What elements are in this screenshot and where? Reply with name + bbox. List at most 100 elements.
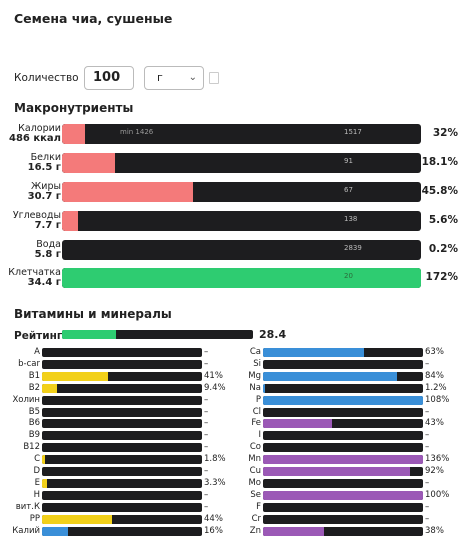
macro-bar: min 1426 1517 (62, 124, 421, 144)
nutrient-row: Cu 92% (0, 466, 474, 477)
macro-fill (62, 268, 421, 288)
macro-row: Белки 16.5 г 91 18.1% (0, 153, 474, 175)
nutrient-row: Na 1.2% (0, 383, 474, 394)
nutrient-name: Na (249, 382, 261, 393)
rating-fill (62, 330, 116, 339)
nutrient-row: P 108% (0, 395, 474, 406)
macro-percent: 5.6% (428, 214, 458, 226)
nutrient-row: Co – (0, 442, 474, 453)
nutrient-value: – (204, 430, 209, 441)
macro-max-label: 1517 (344, 128, 362, 136)
macro-name: Белки (30, 152, 61, 163)
nutrient-bar (263, 407, 423, 417)
nutrient-value: 1.2% (425, 382, 447, 393)
nutrient-name: Холин (12, 394, 40, 405)
nutrient-fill (263, 419, 332, 429)
macro-percent: 0.2% (428, 243, 458, 255)
nutrient-fill (263, 383, 265, 393)
nutrient-fill (42, 514, 112, 524)
nutrient-row: PP 44% (0, 514, 474, 525)
delete-icon[interactable] (209, 72, 219, 84)
nutrient-row: Mg 84% (0, 371, 474, 382)
rating-value: 28.4 (259, 328, 287, 341)
unit-select[interactable]: г ⌄ (144, 66, 204, 90)
nutrient-row: B12 – (0, 442, 474, 453)
nutrient-value: 41% (204, 370, 223, 381)
nutrient-bar (263, 348, 423, 357)
nutrient-value: – (204, 418, 209, 429)
macro-name: Клетчатка (8, 267, 61, 278)
nutrient-name: H (33, 489, 40, 500)
nutrient-value: – (204, 394, 209, 405)
macro-label: Углеводы 7.7 г (0, 211, 61, 231)
macro-value: 486 ккал (8, 133, 61, 144)
nutrient-value: – (425, 501, 430, 512)
macro-bar: 138 (62, 211, 421, 231)
nutrient-bar (42, 478, 202, 488)
nutrient-value: – (204, 358, 209, 369)
nutrient-fill (42, 383, 57, 393)
nutrient-row: B9 – (0, 430, 474, 441)
nutrient-row: Cl – (0, 407, 474, 418)
nutrient-name: B2 (28, 382, 40, 393)
nutrient-bar (263, 359, 423, 369)
nutrient-fill (42, 371, 108, 381)
nutrient-value: – (204, 406, 209, 417)
nutrient-value: – (204, 489, 209, 500)
nutrient-row: B5 – (0, 407, 474, 418)
macro-label: Жиры 30.7 г (0, 182, 61, 202)
nutrient-name: B5 (28, 406, 40, 417)
macro-fill (62, 153, 115, 173)
rating-label: Рейтинг (14, 330, 63, 342)
nutrient-value: 136% (425, 454, 450, 465)
nutrient-value: 100% (425, 489, 450, 500)
nutrient-bar (263, 383, 423, 393)
nutrient-row: b-car – (0, 359, 474, 370)
rating-bar (62, 330, 253, 339)
nutrient-row: Калий 16% (0, 526, 474, 537)
nutrient-row: Si – (0, 359, 474, 370)
nutrient-value: 3.3% (204, 477, 226, 488)
nutrient-value: – (204, 347, 209, 357)
nutrient-bar (42, 526, 202, 536)
nutrient-bar (263, 395, 423, 405)
nutrient-value: – (204, 466, 209, 476)
nutrient-value: 44% (204, 513, 223, 524)
nutrient-fill (42, 478, 47, 488)
nutrient-bar (263, 371, 423, 381)
nutrient-name: B1 (28, 370, 40, 381)
macro-row: Углеводы 7.7 г 138 5.6% (0, 211, 474, 233)
nutrient-name: Mg (248, 370, 261, 381)
nutrient-name: Fe (251, 418, 261, 429)
chevron-down-icon: ⌄ (188, 72, 197, 83)
nutrient-bar (42, 359, 202, 369)
nutrient-value: 63% (425, 347, 444, 357)
nutrient-fill (263, 467, 410, 476)
nutrient-name: I (258, 430, 261, 441)
nutrient-value: – (425, 430, 430, 441)
nutrient-fill (263, 371, 397, 381)
nutrient-name: B6 (28, 418, 40, 429)
macro-label: Калории 486 ккал (0, 124, 61, 144)
macro-percent: 18.1% (421, 156, 458, 168)
nutrient-value: – (425, 442, 430, 453)
nutrient-name: A (34, 347, 40, 357)
page-title: Семена чиа, сушеные (14, 11, 173, 26)
macro-label: Клетчатка 34.4 г (0, 268, 61, 288)
nutrient-bar (42, 383, 202, 393)
nutrient-value: 16% (204, 525, 223, 536)
nutrient-value: 108% (425, 394, 450, 405)
quantity-input[interactable]: 100 (84, 66, 134, 90)
macro-label: Белки 16.5 г (0, 153, 61, 173)
macro-fill (62, 211, 78, 231)
macro-value: 7.7 г (34, 220, 61, 231)
macro-bar: 91 (62, 153, 421, 173)
macro-value: 16.5 г (27, 162, 61, 173)
macro-bar: 67 (62, 182, 421, 202)
nutrient-bar (42, 395, 202, 405)
nutrient-row: Se 100% (0, 490, 474, 501)
macros-title: Макронутриенты (14, 101, 134, 115)
nutrient-fill (263, 526, 324, 536)
nutrient-name: D (33, 466, 40, 476)
nutrient-row: Холин – (0, 395, 474, 406)
